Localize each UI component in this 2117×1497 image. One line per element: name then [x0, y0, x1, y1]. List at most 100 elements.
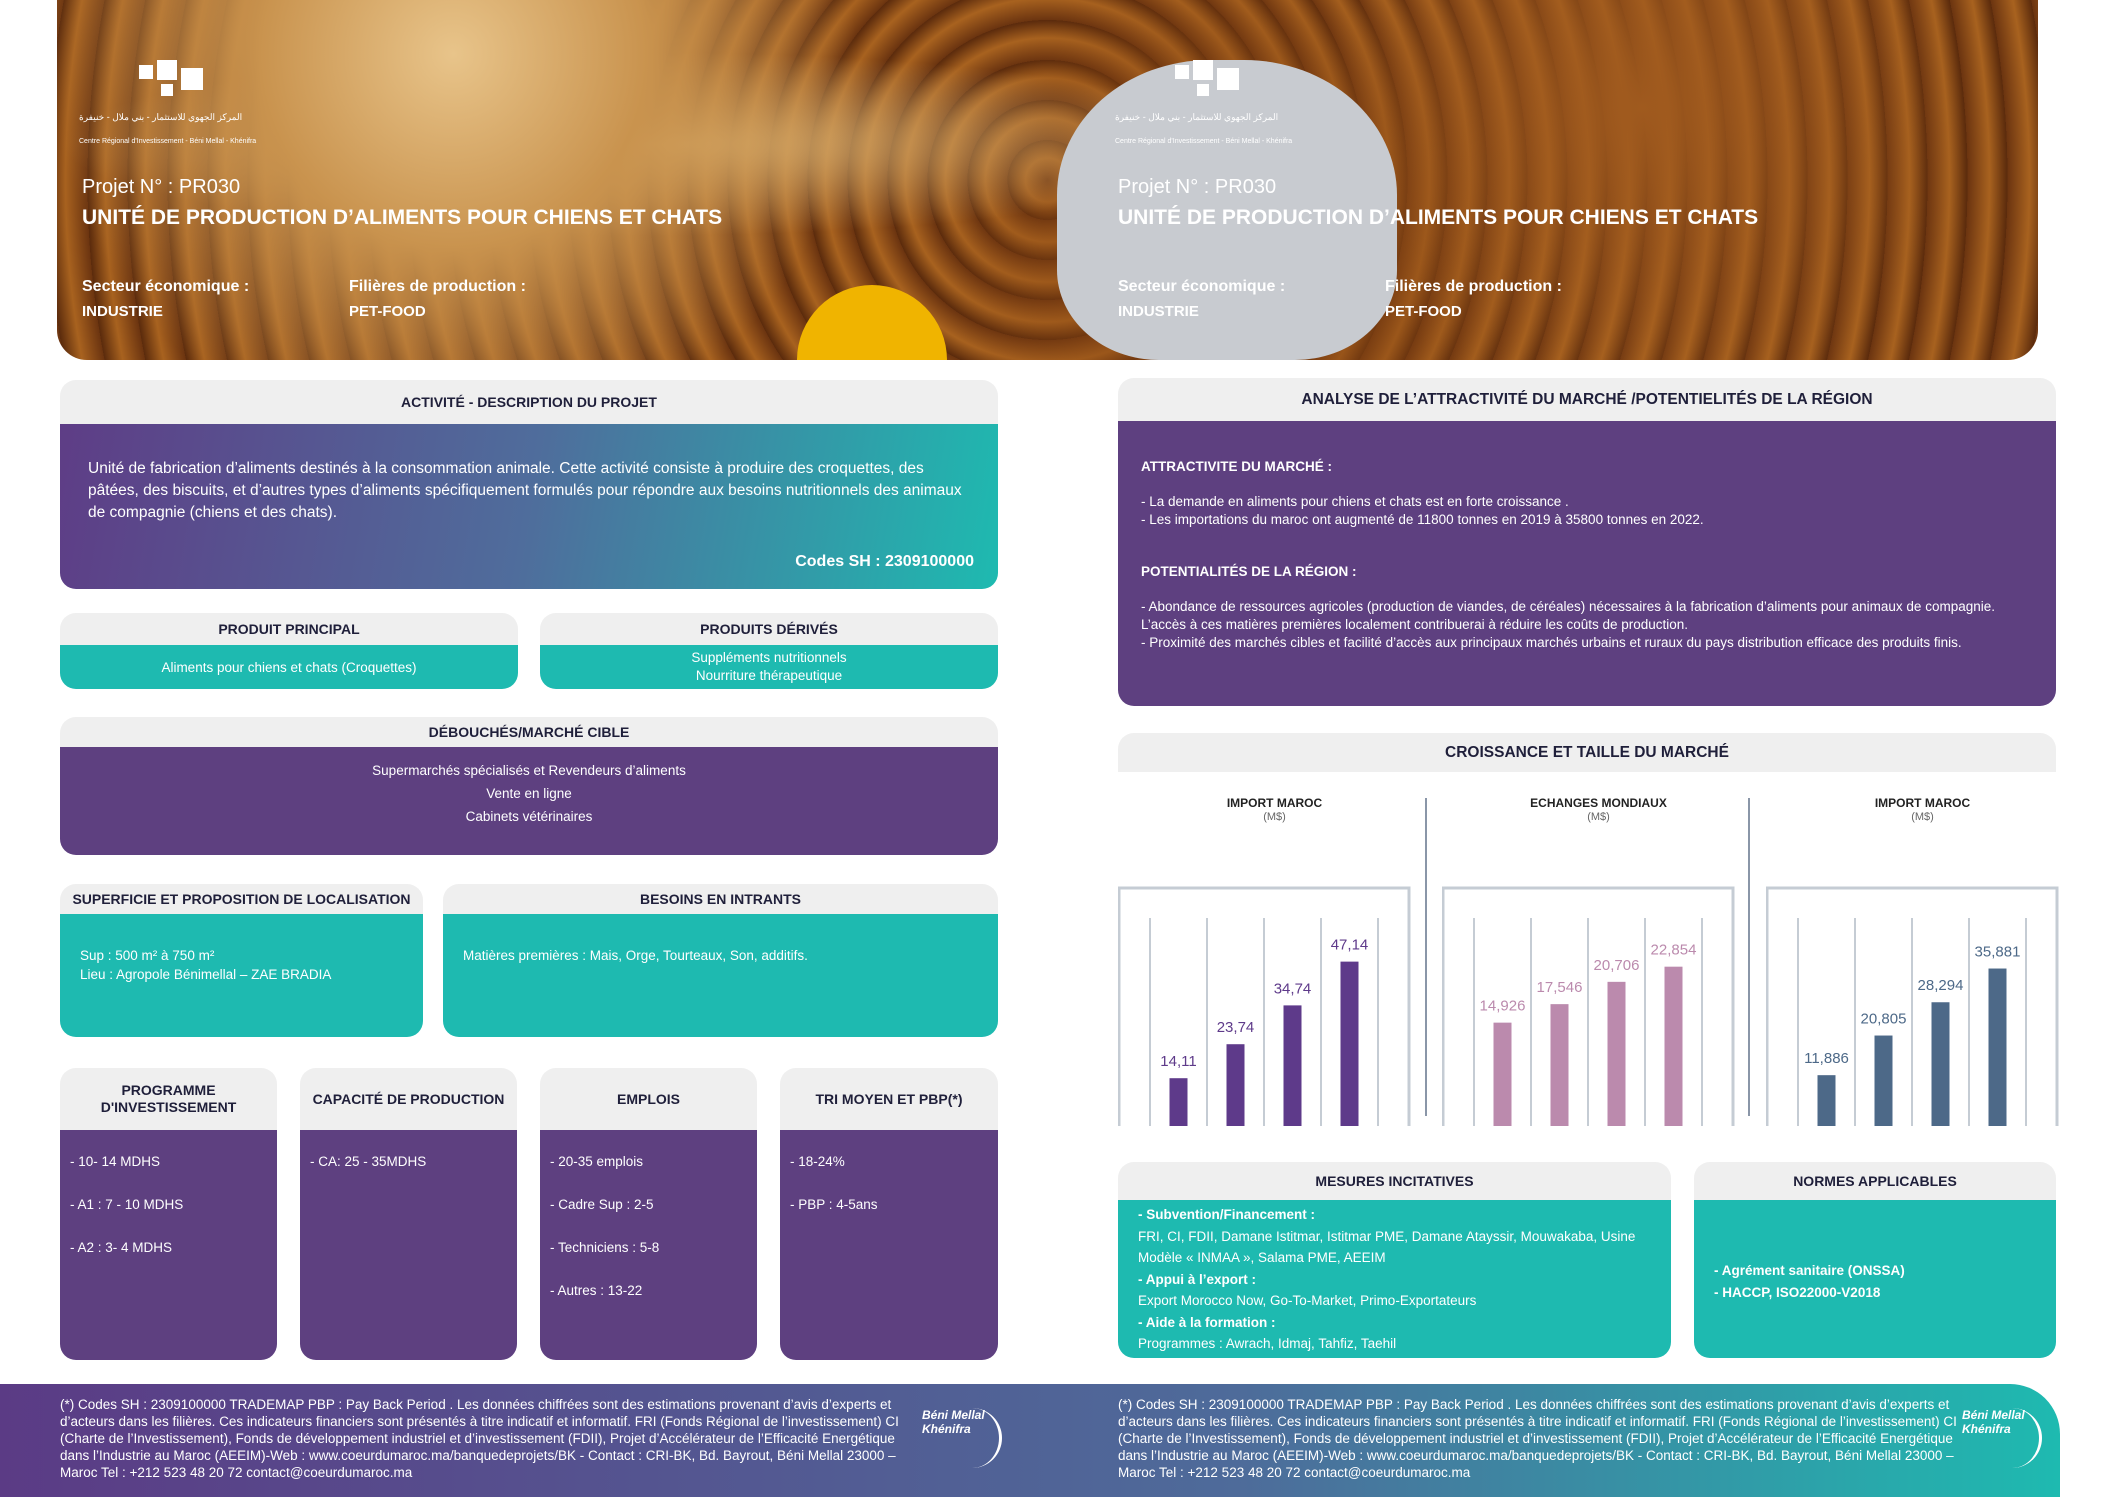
bar-2019 [1817, 1075, 1836, 1126]
bar-2020 [1874, 1035, 1893, 1126]
emplois-title: EMPLOIS [540, 1068, 757, 1130]
bmk-logo: Béni Mellal Khénifra [922, 1408, 1002, 1468]
superficie-lieu: Lieu : Agropole Bénimellal – ZAE BRADIA [80, 967, 332, 982]
intrants-title: BESOINS EN INTRANTS [443, 884, 998, 914]
data-label: 14,11 [1160, 1053, 1196, 1070]
data-label: 23,74 [1217, 1019, 1255, 1036]
footer: (*) Codes SH : 2309100000 TRADEMAP PBP :… [0, 1384, 2060, 1497]
bar-2020 [1226, 1044, 1245, 1126]
chart-unit: (M$) [1263, 811, 1286, 823]
pot-item: - Abondance de ressources agricoles (pro… [1141, 599, 1995, 614]
emplois-panel: EMPLOIS - 20-35 emplois - Cadre Sup : 2-… [540, 1068, 757, 1360]
mesure-subtitle: - Subvention/Financement : [1138, 1207, 1316, 1222]
bmk-logo-text: Béni Mellal Khénifra [1962, 1408, 2025, 1436]
produits-derives-panel: PRODUITS DÉRIVÉS Suppléments nutritionne… [540, 613, 998, 689]
project-number: Projet N° : PR030 [82, 176, 241, 198]
chart-divider [1425, 798, 1427, 1116]
invest-item: - 10- 14 MDHS [70, 1154, 161, 1169]
chart-frame [1766, 886, 2059, 1126]
investissement-panel: PROGRAMME D'INVESTISSEMENT - 10- 14 MDHS… [60, 1068, 277, 1360]
bar-2019 [1169, 1078, 1188, 1126]
chart-svg: 14,11201923,74202034,74202147,142022 [1118, 886, 1411, 1126]
project-title: UNITÉ DE PRODUCTION D’ALIMENTS POUR CHIE… [1118, 206, 1759, 229]
bmk-logo: Béni Mellal Khénifra [1962, 1408, 2042, 1468]
data-label: 34,74 [1274, 980, 1312, 997]
codes-sh: Codes SH : 2309100000 [795, 553, 974, 570]
normes-title: NORMES APPLICABLES [1694, 1162, 2056, 1200]
produit-principal-panel: PRODUIT PRINCIPAL Aliments pour chiens e… [60, 613, 518, 689]
emploi-item: - Cadre Sup : 2-5 [550, 1197, 654, 1212]
debouche-item: Supermarchés spécialisés et Revendeurs d… [372, 763, 686, 778]
debouches-panel: DÉBOUCHÉS/MARCHÉ CIBLE Supermarchés spéc… [60, 717, 998, 855]
chart-title: IMPORT MAROC [1226, 796, 1323, 810]
derive-item: Suppléments nutritionnels [691, 650, 847, 665]
filiere-value: PET-FOOD [349, 303, 426, 320]
chart-import-maroc: IMPORT MAROC (M$) 14,11201923,74202034,7… [1118, 796, 1431, 1126]
capacite-item: - CA: 25 - 35MDHS [310, 1154, 427, 1169]
invest-item: - A2 : 3- 4 MDHS [70, 1240, 173, 1255]
bar-2021 [1931, 1002, 1950, 1126]
mesure-text: Export Morocco Now, Go-To-Market, Primo-… [1138, 1293, 1477, 1308]
produits-derives-title: PRODUITS DÉRIVÉS [540, 613, 998, 645]
data-label: 17,546 [1537, 979, 1583, 996]
chart-unit: (M$) [1587, 811, 1610, 823]
tri-item: - PBP : 4-5ans [790, 1197, 878, 1212]
sector-label: Secteur économique : [1118, 278, 1286, 295]
bar-2021 [1607, 981, 1626, 1126]
mesures-title: MESURES INCITATIVES [1118, 1162, 1671, 1200]
intrants-text: Matières premières : Mais, Orge, Tourtea… [443, 914, 998, 1037]
chart-unit: (M$) [1911, 811, 1934, 823]
bar-2021 [1283, 1005, 1302, 1126]
superficie-title: SUPERFICIE ET PROPOSITION DE LOCALISATIO… [60, 884, 423, 914]
chart-title: ECHANGES MONDIAUX [1530, 796, 1667, 810]
croissance-title: CROISSANCE ET TAILLE DU MARCHÉ [1118, 733, 2056, 772]
chart-frame [1118, 886, 1411, 1126]
activite-text: Unité de fabrication d’aliments destinés… [88, 460, 962, 521]
chart-echanges-mondiaux: ECHANGES MONDIAUX (M$) 14,926201917,5462… [1442, 796, 1755, 1126]
chart-divider [1748, 798, 1750, 1116]
bar-2019 [1493, 1022, 1512, 1126]
sector-value: INDUSTRIE [82, 303, 163, 320]
dog-tag-image [1057, 60, 1397, 360]
norme-item: - Agrément sanitaire (ONSSA) [1714, 1263, 1905, 1278]
data-label: 14,926 [1480, 998, 1526, 1015]
mesure-subtitle: - Aide à la formation : [1138, 1314, 1276, 1330]
emploi-item: - Autres : 13-22 [550, 1283, 643, 1298]
hero-left: المركز الجهوي للاستثمار - بني ملال - خني… [57, 0, 1047, 360]
intrants-panel: BESOINS EN INTRANTS Matières premières :… [443, 884, 998, 1037]
croissance-header: CROISSANCE ET TAILLE DU MARCHÉ [1118, 733, 2056, 772]
investissement-title: PROGRAMME D'INVESTISSEMENT [60, 1068, 277, 1130]
data-label: 22,854 [1651, 942, 1697, 959]
attr-title: ATTRACTIVITE DU MARCHÉ : [1141, 459, 1332, 474]
data-label: 35,881 [1975, 944, 2021, 961]
sector-label: Secteur économique : [82, 278, 250, 295]
mesure-text: Programmes : Awrach, Idmaj, Tahfiz, Taeh… [1138, 1336, 1397, 1351]
mesure-text: FRI, CI, FDII, Damane Istitmar, Istitmar… [1138, 1228, 1636, 1266]
pot-item: - Proximité des marchés cibles et facili… [1141, 635, 1962, 650]
norme-item: - HACCP, ISO22000-V2018 [1714, 1285, 1881, 1300]
chart-svg: 11,886201920,805202028,294202135,8812022 [1766, 886, 2059, 1126]
produit-principal-title: PRODUIT PRINCIPAL [60, 613, 518, 645]
tri-item: - 18-24% [790, 1154, 845, 1169]
chart-title: IMPORT MAROC [1874, 796, 1971, 810]
cri-logo: المركز الجهوي للاستثمار - بني ملال - خني… [1115, 60, 1295, 150]
pot-title: POTENTIALITÉS DE LA RÉGION : [1141, 564, 1357, 579]
emploi-item: - 20-35 emplois [550, 1154, 644, 1169]
project-title: UNITÉ DE PRODUCTION D’ALIMENTS POUR CHIE… [82, 206, 723, 229]
chart-svg: 14,926201917,546202020,706202122,8542022 [1442, 886, 1735, 1126]
superficie-sup: Sup : 500 m² à 750 m² [80, 948, 215, 963]
derive-item: Nourriture thérapeutique [695, 668, 843, 683]
mesure-subtitle: - Appui à l’export : [1138, 1271, 1256, 1287]
activite-title: ACTIVITÉ - DESCRIPTION DU PROJET [60, 380, 998, 424]
footer-note: (*) Codes SH : 2309100000 TRADEMAP PBP :… [60, 1397, 899, 1480]
data-label: 20,805 [1861, 1011, 1907, 1028]
bar-2020 [1550, 1004, 1569, 1126]
tri-panel: TRI MOYEN ET PBP(*) - 18-24% - PBP : 4-5… [780, 1068, 998, 1360]
data-label: 28,294 [1918, 977, 1964, 994]
filiere-value: PET-FOOD [1385, 303, 1462, 320]
data-label: 47,14 [1331, 937, 1369, 954]
bar-2022 [1988, 968, 2007, 1126]
analyse-title: ANALYSE DE L’ATTRACTIVITÉ DU MARCHÉ /POT… [1118, 378, 2056, 421]
data-label: 20,706 [1594, 957, 1640, 974]
attr-item: - La demande en aliments pour chiens et … [1141, 494, 1569, 509]
